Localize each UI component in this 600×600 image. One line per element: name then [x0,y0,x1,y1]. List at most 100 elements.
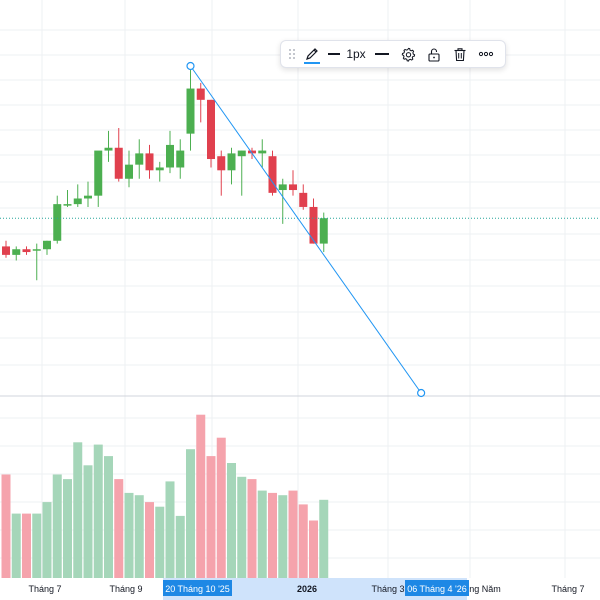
delete-button[interactable] [447,40,473,68]
volume-bar [52,474,62,578]
volume-bar [175,515,185,578]
candle-body [196,88,205,100]
candle[interactable] [63,190,72,207]
candle[interactable] [186,68,195,151]
drawing-date-label: 06 Tháng 4 '26 [407,584,467,594]
candle[interactable] [237,150,246,196]
candle[interactable] [145,144,154,179]
time-axis-label: Tháng 3 [371,584,404,594]
candle[interactable] [319,212,328,253]
more-options-button[interactable] [473,40,499,68]
volume-bar [216,437,226,578]
volume-bar [114,479,124,578]
volume-bar [73,442,83,578]
volume-bar [288,490,298,578]
volume-bar [298,504,308,578]
candle-body [227,153,236,171]
candle[interactable] [299,184,308,210]
candle-body [155,167,164,171]
candle-body [12,249,21,255]
trendline-handle-end[interactable] [417,388,426,398]
volume-bar [32,513,42,578]
volume-bar [124,492,134,578]
volume-bar [206,456,216,578]
candle-body [166,144,174,168]
candle[interactable] [53,195,62,244]
candle[interactable] [268,150,277,196]
drawing-date-badge [405,580,469,596]
volume-bar [247,479,257,578]
volume-bar [104,456,113,578]
line-color-button[interactable] [299,40,325,68]
candle[interactable] [176,139,185,179]
settings-button[interactable] [395,40,421,68]
volume-bars [1,414,329,578]
candle-body [125,164,133,179]
candle[interactable] [166,130,174,174]
volume-bar [165,481,175,578]
candle[interactable] [258,139,267,168]
candle[interactable] [289,170,297,196]
candle[interactable] [227,147,236,185]
volume-bar [186,449,195,578]
drag-handle-icon[interactable] [285,40,299,68]
candle[interactable] [32,243,41,281]
line-width-label: 1px [346,47,366,61]
candle-body [319,218,328,244]
candle[interactable] [125,150,133,188]
trendline[interactable] [190,65,422,394]
candle[interactable] [2,240,10,258]
volume-bar [134,495,144,578]
candle[interactable] [104,130,113,162]
time-axis-label: Tháng 9 [109,584,142,594]
candle-body [258,150,267,154]
volume-bar [11,513,21,578]
line-width-icon [328,53,341,55]
candle[interactable] [12,246,21,261]
candle-body [114,147,123,179]
time-axis-label: ng Năm [469,584,501,594]
candle-body [22,249,31,253]
volume-bar [93,444,103,578]
candle[interactable] [84,181,92,207]
candle[interactable] [94,150,103,207]
lock-toggle-button[interactable] [421,40,447,68]
candle[interactable] [207,99,215,168]
candle[interactable] [43,240,51,255]
gear-icon [401,47,415,62]
candle-body [309,206,318,244]
candle[interactable] [309,198,318,244]
line-style-icon [375,53,389,55]
candle-body [299,192,308,207]
time-axis-label: Tháng 7 [551,584,584,594]
volume-bar [42,502,52,578]
trash-icon [454,47,466,61]
candle[interactable] [278,178,287,224]
candle[interactable] [22,246,31,255]
line-width-button[interactable]: 1px [325,40,369,68]
time-axis[interactable]: Tháng 7 Tháng 9 2026 Tháng 3 ng Năm Tháng 7 20… [0,578,600,600]
candle-body [32,249,41,251]
volume-bar [319,499,329,578]
candle-body [207,99,215,160]
candle[interactable] [114,128,123,182]
candle[interactable] [135,139,144,179]
candle[interactable] [196,82,205,123]
trendline-drawing[interactable] [186,61,426,398]
candle[interactable] [217,150,226,196]
candle-body [104,147,113,151]
candles[interactable] [2,68,328,281]
more-icon [478,51,494,57]
volume-bar [63,479,72,578]
volume-bar [268,492,277,578]
candle-body [237,150,246,157]
candle[interactable] [155,161,164,182]
candle[interactable] [73,184,82,207]
trendline-handle-start[interactable] [186,61,195,71]
drawing-toolbar[interactable]: 1px [280,40,506,68]
line-style-button[interactable] [369,40,395,68]
candle-body [73,198,82,205]
candle-body [94,150,103,196]
